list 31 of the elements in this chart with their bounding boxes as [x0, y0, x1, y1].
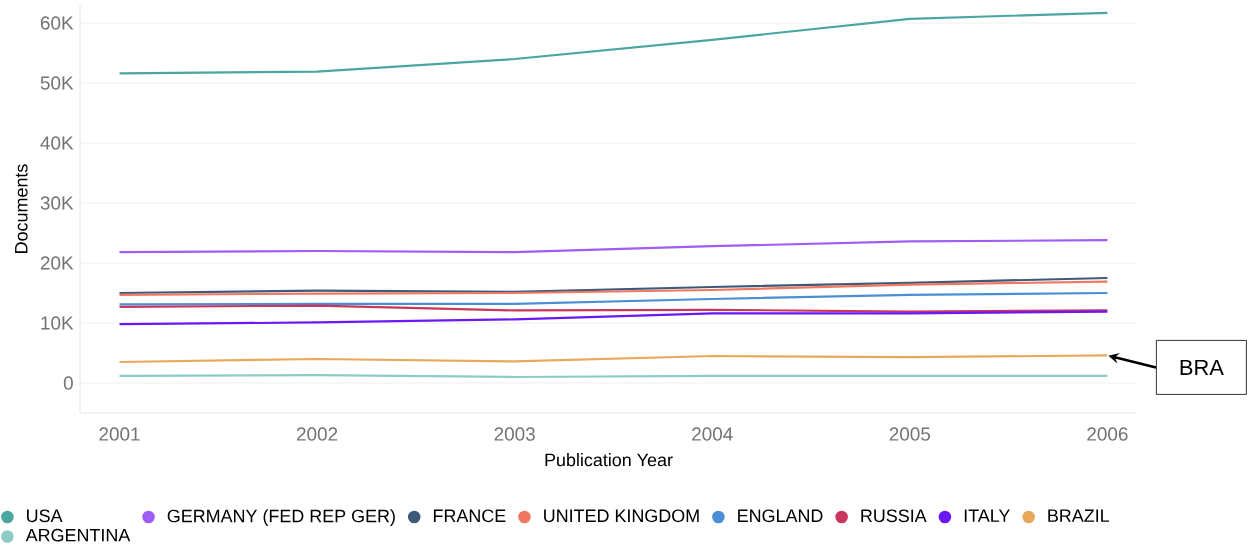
legend-label: FRANCE: [433, 509, 506, 523]
legend-label: BRAZIL: [1048, 509, 1110, 522]
line-series: [118, 276, 1109, 295]
line-series: [118, 291, 1109, 306]
x-tick-label: 2004: [692, 427, 733, 441]
line-series: [118, 239, 1109, 254]
x-tick-label: 2005: [889, 427, 931, 441]
line-series: [118, 310, 1109, 326]
y-tick-label: 50K: [40, 76, 74, 90]
y-tick-label: 10K: [41, 316, 74, 330]
legend-label: ARGENTINA: [25, 528, 131, 542]
y-tick-label: 60K: [40, 16, 74, 30]
y-tick-label: 30K: [40, 196, 74, 210]
y-tick-label: 40K: [40, 136, 74, 150]
legend-label: GERMANY (FED REP GER): [167, 509, 395, 526]
line-series: [118, 11, 1109, 75]
x-tick-label: 2006: [1087, 427, 1128, 441]
legend-label: UNITED KINGDOM: [544, 509, 699, 523]
line-series: [118, 280, 1109, 296]
x-tick-label: 2001: [99, 427, 140, 441]
legend-label: RUSSIA: [861, 509, 927, 523]
legend-label: ITALY: [964, 509, 1010, 522]
x-tick-label: 2002: [296, 427, 338, 441]
y-tick-label: 20K: [40, 256, 74, 270]
legend-label: ENGLAND: [738, 509, 823, 523]
y-tick-label: 0: [63, 376, 73, 390]
x-tick-label: 2003: [494, 427, 535, 441]
annotation: BRA: [1180, 359, 1224, 375]
legend-label: USA: [27, 509, 63, 523]
y-axis-title: Documents: [15, 164, 28, 253]
x-axis-title: Publication Year: [545, 453, 673, 467]
